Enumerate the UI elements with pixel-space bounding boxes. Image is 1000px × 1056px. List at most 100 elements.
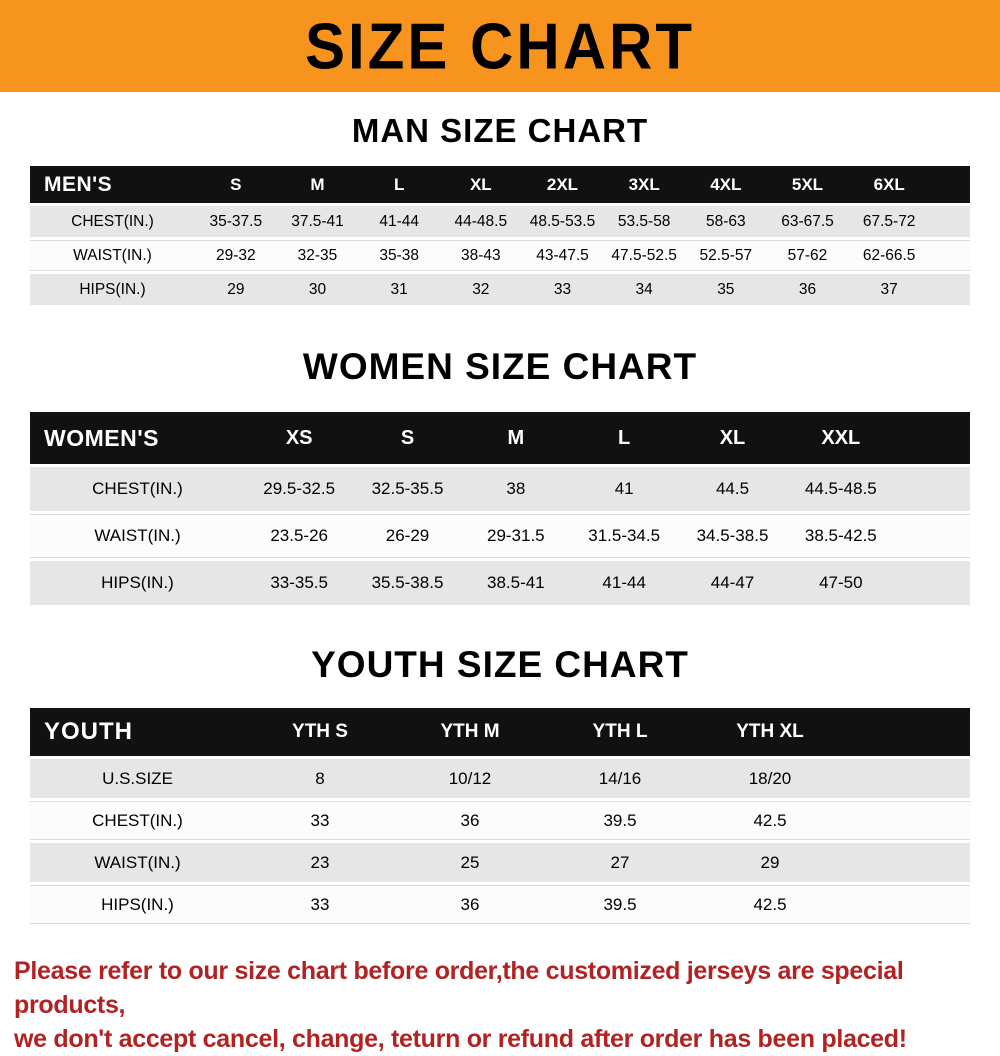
value-cell: 44.5 [678, 479, 786, 499]
value-cell: 14/16 [545, 769, 695, 789]
row-label-cell: CHEST(IN.) [30, 479, 245, 499]
value-cell: 44.5-48.5 [787, 479, 895, 499]
row-label-cell: CHEST(IN.) [30, 213, 195, 231]
value-cell: 29 [695, 853, 845, 873]
value-cell: 34.5-38.5 [678, 526, 786, 546]
value-cell: 5XL [767, 175, 849, 195]
row-label-cell: YOUTH [30, 718, 245, 746]
row-label-cell: U.S.SIZE [30, 769, 245, 789]
value-cell: 37 [848, 281, 930, 299]
women-size-chart-heading: WOMEN SIZE CHART [0, 346, 1000, 388]
value-cell: S [195, 175, 277, 195]
value-cell: 38-43 [440, 247, 522, 265]
value-cell: 37.5-41 [277, 213, 359, 231]
row-label-cell: WAIST(IN.) [30, 853, 245, 873]
value-cell: 26-29 [353, 526, 461, 546]
value-cell: 57-62 [767, 247, 849, 265]
value-cell: YTH XL [695, 721, 845, 743]
size-chart-title: SIZE CHART [305, 9, 695, 84]
value-cell: 36 [395, 811, 545, 831]
value-cell: 25 [395, 853, 545, 873]
value-cell: 53.5-58 [603, 213, 685, 231]
value-cell: XXL [787, 427, 895, 450]
value-cell: 29-31.5 [462, 526, 570, 546]
value-cell: 18/20 [695, 769, 845, 789]
value-cell: 33 [245, 811, 395, 831]
value-cell: XL [678, 427, 786, 450]
value-cell: XS [245, 427, 353, 450]
row-label-cell: WAIST(IN.) [30, 247, 195, 265]
value-cell: 34 [603, 281, 685, 299]
value-cell: 8 [245, 769, 395, 789]
value-cell: 52.5-57 [685, 247, 767, 265]
value-cell: 29.5-32.5 [245, 479, 353, 499]
value-cell: 47.5-52.5 [603, 247, 685, 265]
value-cell: 44-48.5 [440, 213, 522, 231]
value-cell: 62-66.5 [848, 247, 930, 265]
value-cell: 35.5-38.5 [353, 573, 461, 593]
value-cell: 23 [245, 853, 395, 873]
value-cell: 38 [462, 479, 570, 499]
row-label-cell: WOMEN'S [30, 425, 245, 452]
row-label-cell: HIPS(IN.) [30, 281, 195, 299]
value-cell: 33 [522, 281, 604, 299]
row-label-cell: CHEST(IN.) [30, 811, 245, 831]
value-cell: 41-44 [358, 213, 440, 231]
disclaimer-line-2: we don't accept cancel, change, teturn o… [14, 1023, 986, 1056]
value-cell: S [353, 427, 461, 450]
youth-size-chart-heading: YOUTH SIZE CHART [0, 644, 1000, 686]
value-cell: 58-63 [685, 213, 767, 231]
value-cell: 44-47 [678, 573, 786, 593]
value-cell: 3XL [603, 175, 685, 195]
value-cell: 39.5 [545, 895, 695, 915]
row-label-cell: HIPS(IN.) [30, 895, 245, 915]
value-cell: YTH S [245, 721, 395, 743]
value-cell: 39.5 [545, 811, 695, 831]
banner: SIZE CHART [0, 0, 1000, 92]
value-cell: M [277, 175, 359, 195]
value-cell: 38.5-42.5 [787, 526, 895, 546]
value-cell: 42.5 [695, 811, 845, 831]
value-cell: 29-32 [195, 247, 277, 265]
value-cell: 31.5-34.5 [570, 526, 678, 546]
value-cell: L [570, 427, 678, 450]
value-cell: YTH L [545, 721, 695, 743]
value-cell: M [462, 427, 570, 450]
value-cell: 23.5-26 [245, 526, 353, 546]
value-cell: 35 [685, 281, 767, 299]
value-cell: 10/12 [395, 769, 545, 789]
value-cell: YTH M [395, 721, 545, 743]
value-cell: 35-37.5 [195, 213, 277, 231]
value-cell: 67.5-72 [848, 213, 930, 231]
value-cell: 27 [545, 853, 695, 873]
value-cell: 29 [195, 281, 277, 299]
man-size-chart-heading: MAN SIZE CHART [0, 112, 1000, 150]
value-cell: 33-35.5 [245, 573, 353, 593]
value-cell: 43-47.5 [522, 247, 604, 265]
value-cell: 30 [277, 281, 359, 299]
value-cell: 42.5 [695, 895, 845, 915]
disclaimer-note: Please refer to our size chart before or… [14, 955, 986, 1056]
value-cell: 2XL [522, 175, 604, 195]
value-cell: L [358, 175, 440, 195]
value-cell: 4XL [685, 175, 767, 195]
value-cell: 6XL [848, 175, 930, 195]
value-cell: 33 [245, 895, 395, 915]
value-cell: 32-35 [277, 247, 359, 265]
value-cell: 32.5-35.5 [353, 479, 461, 499]
value-cell: XL [440, 175, 522, 195]
disclaimer-line-1: Please refer to our size chart before or… [14, 955, 986, 1023]
value-cell: 38.5-41 [462, 573, 570, 593]
row-label-cell: WAIST(IN.) [30, 526, 245, 546]
value-cell: 48.5-53.5 [522, 213, 604, 231]
